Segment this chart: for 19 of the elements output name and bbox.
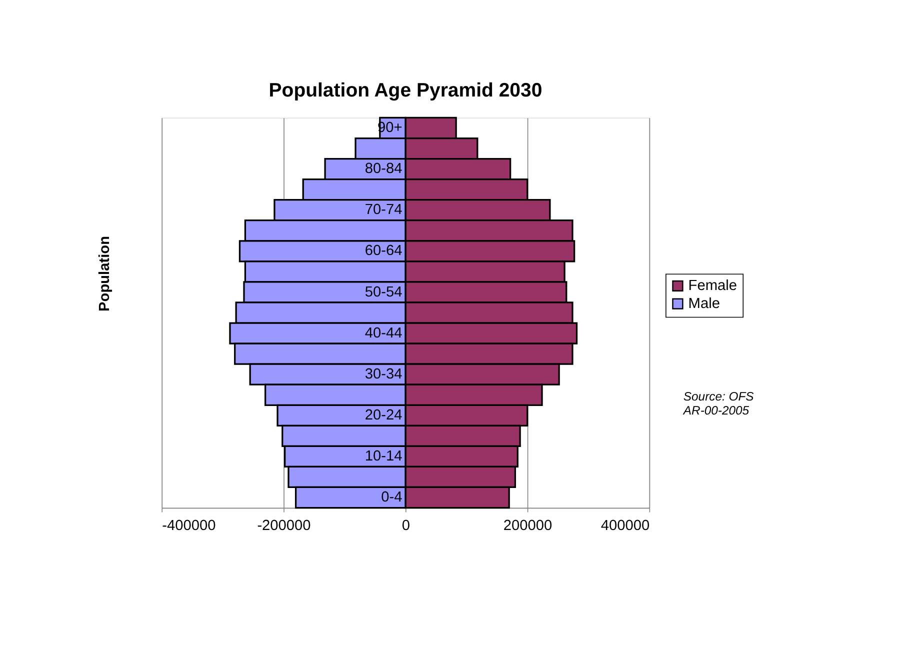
y-tick-label: 80-84 [364, 161, 402, 178]
y-tick-label: 50-54 [364, 284, 402, 300]
legend-label: Female [688, 278, 737, 294]
legend-label: Male [688, 296, 720, 312]
y-tick-label: 30-34 [364, 366, 402, 382]
x-tick-label: -400000 [162, 518, 216, 534]
x-tick-label: 0 [402, 518, 410, 534]
x-tick-label: -200000 [257, 518, 311, 534]
source-note: Source: OFS AR-00-2005 [682, 390, 754, 418]
y-tick-label: 60-64 [364, 243, 402, 260]
x-tick-label: 200000 [503, 518, 552, 534]
y-tick-label: 20-24 [364, 407, 402, 424]
y-axis-title: Population [96, 236, 113, 312]
x-tick-label: 400000 [600, 518, 650, 534]
y-tick-label: 40-44 [364, 325, 402, 342]
y-tick-label: 0-4 [381, 490, 402, 506]
y-tick-label: 10-14 [364, 448, 402, 465]
chart-title: Population Age Pyramid 2030 [268, 80, 542, 102]
y-tick-label: 70-74 [364, 202, 402, 218]
